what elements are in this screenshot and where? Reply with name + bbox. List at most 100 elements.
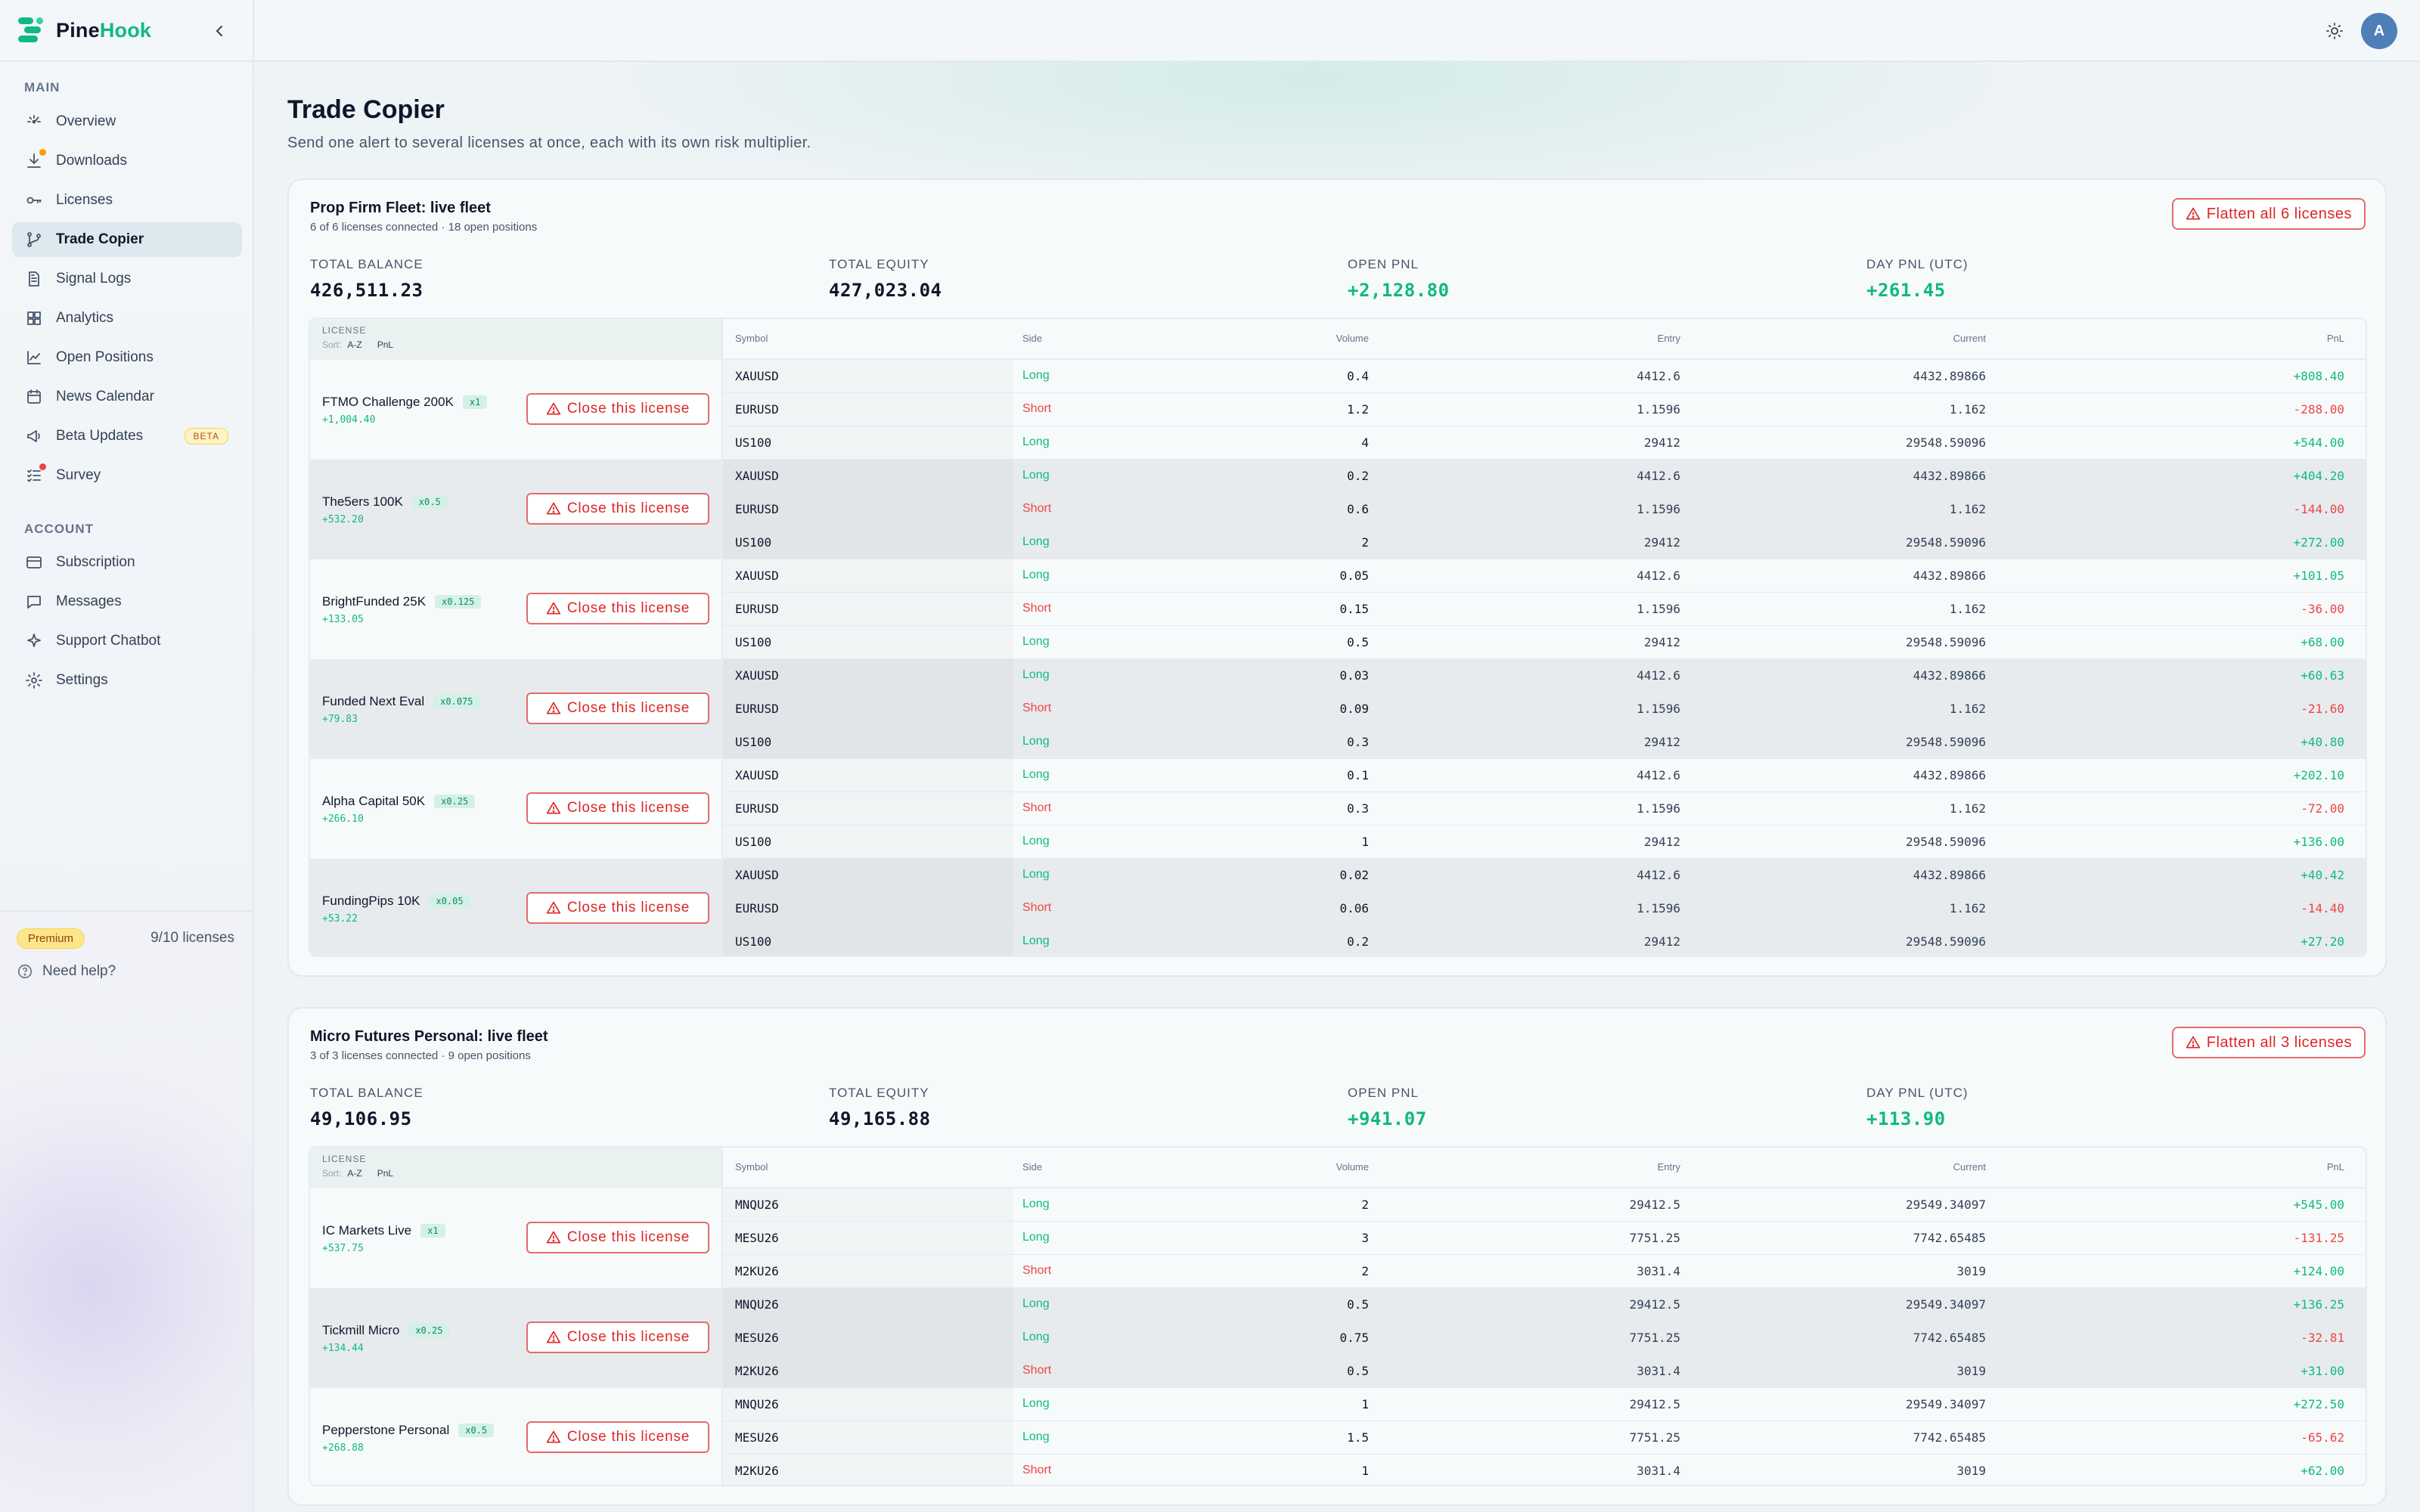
close-license-button[interactable]: Close this license [526,1421,709,1453]
position-pnl: -72.00 [2301,801,2344,816]
position-row: EURUSD Short 0.3 1.1596 1.162 -72.00 [723,792,2366,826]
position-pnl: +544.00 [2293,435,2344,450]
position-current: 29549.34097 [1906,1198,1986,1212]
position-pnl: +101.05 [2293,569,2344,583]
sidebar-item-signal-logs[interactable]: Signal Logs [12,262,242,296]
position-row: EURUSD Short 0.6 1.1596 1.162 -144.00 [723,493,2366,526]
position-side: Short [1022,1464,1052,1476]
sidebar-item-open-positions[interactable]: Open Positions [12,340,242,375]
logo-pine: Pine [56,18,100,42]
position-symbol: XAUUSD [735,868,779,882]
position-row: M2KU26 Short 0.5 3031.4 3019 +31.00 [723,1355,2366,1388]
sidebar-item-analytics[interactable]: Analytics [12,301,242,336]
close-license-button[interactable]: Close this license [526,892,709,924]
sidebar-item-settings[interactable]: Settings [12,663,242,698]
position-current: 1.162 [1949,702,1986,716]
sidebar-item-overview[interactable]: Overview [12,104,242,139]
main-section-label: MAIN [24,80,60,94]
collapse-sidebar-button[interactable] [209,20,231,42]
sort-az-button[interactable]: A-Z [347,1168,362,1179]
position-pnl: -21.60 [2301,702,2344,716]
position-entry: 29412 [1643,735,1680,749]
close-license-button[interactable]: Close this license [526,393,709,425]
close-license-button[interactable]: Close this license [526,1222,709,1253]
license-name-label: IC Markets Live [322,1223,412,1238]
sidebar-item-messages[interactable]: Messages [12,584,242,619]
position-pnl: +272.50 [2293,1397,2344,1411]
sort-pnl-button[interactable]: PnL [377,339,394,350]
sidebar-item-label: Settings [56,672,108,688]
position-entry: 4412.6 [1637,569,1680,583]
fleet-title: Prop Firm Fleet: live fleet [310,200,491,216]
sidebar-item-downloads[interactable]: Downloads [12,144,242,178]
position-pnl: -144.00 [2293,502,2344,516]
position-symbol: XAUUSD [735,469,779,483]
sidebar-item-label: Overview [56,113,116,129]
sidebar-item-label: Open Positions [56,349,154,365]
position-current: 1.162 [1949,901,1986,916]
position-symbol: US100 [735,735,772,749]
logo-hook: Hook [99,18,152,42]
day-pnl-label: DAY PNL (UTC) [1866,1086,1969,1100]
column-header-current: Current [1953,1161,1986,1173]
user-avatar[interactable]: A [2361,13,2397,49]
position-entry: 29412 [1643,835,1680,849]
position-row: US100 Long 0.5 29412 29548.59096 +68.00 [723,626,2366,659]
sort-pnl-button[interactable]: PnL [377,1168,394,1179]
flatten-all-button[interactable]: Flatten all 3 licenses [2171,1027,2366,1058]
position-entry: 29412.5 [1629,1297,1680,1312]
position-side: Short [1022,801,1052,814]
close-license-button[interactable]: Close this license [526,1321,709,1353]
position-entry: 29412 [1643,435,1680,450]
sidebar-item-licenses[interactable]: Licenses [12,183,242,218]
license-header-label: LICENSE [322,325,367,336]
position-side: Long [1022,668,1050,681]
calendar-icon [24,387,44,407]
position-volume: 0.02 [1339,868,1369,882]
close-license-label: Close this license [566,700,690,716]
sort-label: Sort: [322,1168,342,1179]
close-license-button[interactable]: Close this license [526,692,709,724]
position-row: EURUSD Short 0.09 1.1596 1.162 -21.60 [723,692,2366,726]
position-pnl: +124.00 [2293,1264,2344,1278]
sidebar-item-subscription[interactable]: Subscription [12,545,242,580]
license-name-label: BrightFunded 25K [322,594,427,609]
close-license-button[interactable]: Close this license [526,493,709,525]
account-nav: Subscription Messages Support Chatbot Setti… [12,545,242,702]
sort-az-button[interactable]: A-Z [347,339,362,350]
sidebar-item-beta-updates[interactable]: Beta Updates BETA [12,419,242,454]
license-pnl: +79.83 [322,714,358,725]
license-name: IC Markets Live x1 [322,1223,445,1238]
position-side: Short [1022,602,1052,615]
position-volume: 2 [1361,1264,1369,1278]
column-header-volume: Volume [1336,333,1369,344]
need-help-link[interactable]: Need help? [17,963,116,980]
position-side: Short [1022,502,1052,515]
sort-controls: Sort: A-Z PnL [322,1168,709,1179]
position-volume: 0.03 [1339,668,1369,683]
sidebar-item-survey[interactable]: Survey [12,458,242,493]
column-header-pnl: PnL [2326,1161,2344,1173]
sidebar-item-support-chatbot[interactable]: Support Chatbot [12,624,242,658]
topbar: A [254,0,2420,62]
theme-toggle-button[interactable] [2322,18,2347,44]
sidebar-item-trade-copier[interactable]: Trade Copier [12,222,242,257]
need-help-label: Need help? [42,963,116,979]
close-license-label: Close this license [566,1229,690,1245]
position-entry: 1.1596 [1637,502,1680,516]
position-entry: 1.1596 [1637,402,1680,417]
position-symbol: MESU26 [735,1231,779,1245]
close-license-button[interactable]: Close this license [526,792,709,824]
positions-table: LICENSE Sort: A-Z PnL FTMO Challenge 200K x1 +… [309,318,2367,957]
position-entry: 3031.4 [1637,1364,1680,1378]
day-pnl-value: +261.45 [1866,280,1946,301]
position-row: MESU26 Long 0.75 7751.25 7742.65485 -32.81 [723,1321,2366,1355]
flatten-all-button[interactable]: Flatten all 6 licenses [2171,198,2366,230]
position-row: US100 Long 1 29412 29548.59096 +136.00 [723,826,2366,859]
sidebar-item-news-calendar[interactable]: News Calendar [12,380,242,414]
license-pnl: +532.20 [322,514,364,525]
close-license-button[interactable]: Close this license [526,593,709,624]
position-side: Long [1022,868,1050,881]
fleet-title: Micro Futures Personal: live fleet [310,1028,548,1045]
position-symbol: M2KU26 [735,1364,779,1378]
